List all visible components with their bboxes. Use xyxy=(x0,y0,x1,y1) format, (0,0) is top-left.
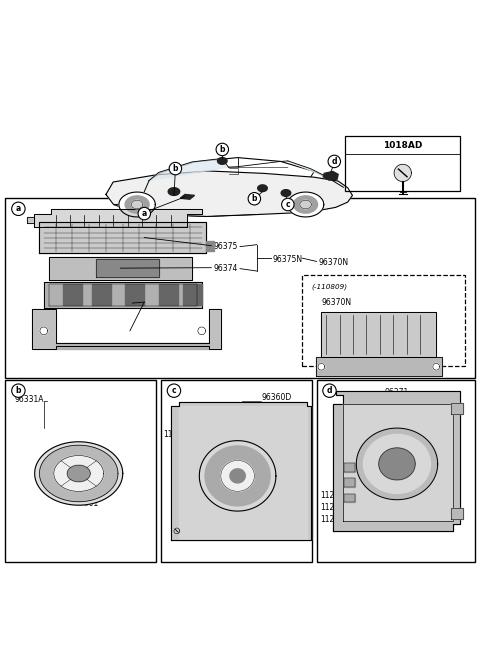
Circle shape xyxy=(138,208,151,220)
Circle shape xyxy=(282,198,294,211)
Text: 96370N: 96370N xyxy=(318,258,348,267)
Text: 1125KB: 1125KB xyxy=(163,430,192,439)
Polygon shape xyxy=(40,327,48,335)
Polygon shape xyxy=(199,441,276,511)
Polygon shape xyxy=(394,164,411,181)
Circle shape xyxy=(167,384,180,398)
Text: 96370N: 96370N xyxy=(322,298,351,307)
Text: c: c xyxy=(286,200,290,209)
Polygon shape xyxy=(379,448,415,480)
Text: 96375N: 96375N xyxy=(273,255,303,263)
Polygon shape xyxy=(67,465,90,481)
Polygon shape xyxy=(35,441,123,505)
Circle shape xyxy=(12,202,25,215)
Polygon shape xyxy=(106,171,352,216)
Polygon shape xyxy=(288,192,324,217)
Text: 96371: 96371 xyxy=(384,388,409,396)
Polygon shape xyxy=(451,403,463,414)
Polygon shape xyxy=(198,327,205,335)
Text: a: a xyxy=(16,204,21,214)
FancyBboxPatch shape xyxy=(5,198,475,378)
Polygon shape xyxy=(56,343,209,349)
Polygon shape xyxy=(39,445,118,502)
Text: d: d xyxy=(332,157,337,166)
Polygon shape xyxy=(158,284,178,305)
Text: 96301: 96301 xyxy=(75,499,99,508)
Polygon shape xyxy=(258,185,267,191)
Polygon shape xyxy=(132,200,143,209)
Circle shape xyxy=(169,162,181,175)
Text: b: b xyxy=(252,195,257,203)
Circle shape xyxy=(12,384,25,398)
Polygon shape xyxy=(230,469,245,483)
Polygon shape xyxy=(451,508,463,519)
Polygon shape xyxy=(288,161,328,178)
Polygon shape xyxy=(92,284,111,305)
FancyBboxPatch shape xyxy=(345,136,460,191)
Polygon shape xyxy=(322,312,436,357)
Polygon shape xyxy=(170,402,311,540)
Text: 1125GB: 1125GB xyxy=(321,503,350,512)
Circle shape xyxy=(328,155,340,168)
Text: a: a xyxy=(142,209,147,218)
FancyBboxPatch shape xyxy=(5,380,156,562)
Polygon shape xyxy=(221,460,254,491)
Text: b: b xyxy=(173,164,178,173)
Text: 1125KC: 1125KC xyxy=(321,515,349,524)
Polygon shape xyxy=(217,158,227,164)
FancyBboxPatch shape xyxy=(161,380,312,562)
Polygon shape xyxy=(149,159,228,181)
Circle shape xyxy=(216,143,228,156)
Polygon shape xyxy=(125,284,144,305)
Polygon shape xyxy=(281,190,291,196)
Polygon shape xyxy=(333,390,460,531)
Polygon shape xyxy=(96,259,158,277)
Circle shape xyxy=(323,384,336,398)
Polygon shape xyxy=(205,446,270,506)
Polygon shape xyxy=(294,196,318,213)
Polygon shape xyxy=(174,528,180,534)
Polygon shape xyxy=(343,404,453,521)
Text: 96331A: 96331A xyxy=(14,395,44,404)
Polygon shape xyxy=(316,357,442,377)
Polygon shape xyxy=(48,257,192,280)
Polygon shape xyxy=(344,463,355,472)
Polygon shape xyxy=(125,196,149,213)
Text: 1125DA: 1125DA xyxy=(321,491,350,500)
Text: 96375: 96375 xyxy=(214,242,238,251)
Polygon shape xyxy=(32,309,221,349)
Text: (-110809): (-110809) xyxy=(312,284,348,290)
Circle shape xyxy=(248,193,261,205)
Polygon shape xyxy=(206,241,214,251)
Text: 96374: 96374 xyxy=(214,264,238,273)
Polygon shape xyxy=(39,222,206,253)
Polygon shape xyxy=(323,172,338,180)
Text: b: b xyxy=(16,386,21,395)
Polygon shape xyxy=(300,200,312,209)
Polygon shape xyxy=(363,434,431,493)
Text: d: d xyxy=(327,386,332,395)
Polygon shape xyxy=(344,494,355,502)
Text: b: b xyxy=(219,145,225,154)
Polygon shape xyxy=(54,456,104,491)
Polygon shape xyxy=(179,407,307,540)
FancyBboxPatch shape xyxy=(317,380,475,562)
Polygon shape xyxy=(119,192,156,217)
Polygon shape xyxy=(344,478,355,487)
Text: 1327CB: 1327CB xyxy=(101,299,131,308)
Text: c: c xyxy=(172,386,176,395)
Polygon shape xyxy=(356,428,438,500)
Polygon shape xyxy=(168,188,180,195)
Text: 1018AD: 1018AD xyxy=(383,141,422,150)
Polygon shape xyxy=(63,284,82,305)
Polygon shape xyxy=(182,284,202,305)
Polygon shape xyxy=(180,195,194,199)
FancyBboxPatch shape xyxy=(302,275,465,365)
Polygon shape xyxy=(34,209,202,227)
Polygon shape xyxy=(318,364,324,370)
Polygon shape xyxy=(27,217,34,223)
Text: 96360D: 96360D xyxy=(261,393,291,402)
Polygon shape xyxy=(44,282,202,309)
Polygon shape xyxy=(433,364,440,370)
